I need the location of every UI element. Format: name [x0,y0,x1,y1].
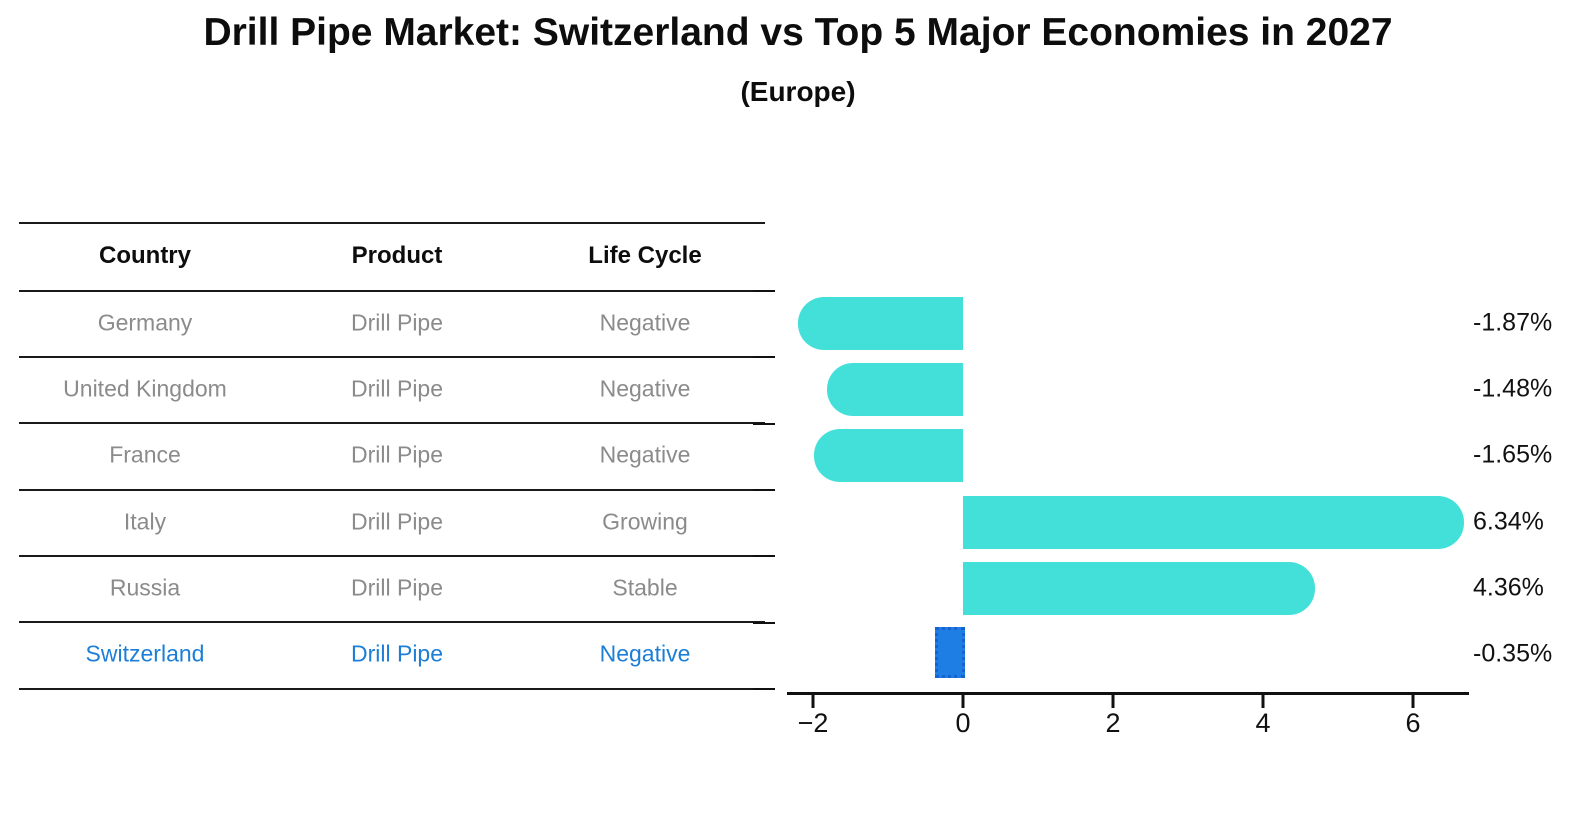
table-line [19,488,765,491]
y-axis-tick [753,489,775,492]
table-line [19,422,765,425]
table-row: Italy Drill Pipe Growing [0,489,780,555]
x-axis-tick-label: 0 [955,708,971,738]
x-axis-tick-label: −2 [797,708,829,738]
x-axis-tick-label: 2 [1105,708,1121,738]
table-header-product: Product [351,242,443,269]
x-axis-tick [811,695,815,708]
y-axis-tick [753,356,775,359]
table-cell-life-cycle: Stable [612,574,678,601]
y-axis-tick [753,422,775,425]
table-cell-country: Russia [109,574,181,601]
table-row: Switzerland Drill Pipe Negative [0,621,780,687]
table-line [19,289,765,292]
chart-subtitle: (Europe) [740,76,856,107]
table-cell-life-cycle: Growing [602,508,688,535]
x-axis-tick [1411,695,1415,708]
table-header-life-cycle: Life Cycle [588,242,702,269]
bar-switzerland [934,627,965,679]
bar-value-label: -1.48% [1473,374,1553,403]
bar-value-label: -1.87% [1473,308,1553,337]
x-axis-tick [1261,695,1265,708]
x-axis-line [787,692,1469,695]
table-cell-product: Drill Pipe [350,441,444,468]
table-row: France Drill Pipe Negative [0,422,780,488]
table-row: Germany Drill Pipe Negative [0,290,780,356]
table-line [19,554,765,557]
bar-russia [963,561,1315,615]
table-cell-country: Italy [123,508,167,535]
table-cell-life-cycle: Negative [599,640,691,667]
table-cell-product: Drill Pipe [350,574,444,601]
table-cell-product: Drill Pipe [350,640,444,667]
x-axis-tick-label: 4 [1255,708,1271,738]
table-line [19,355,765,358]
bar-germany [797,296,963,350]
x-axis-tick [1111,695,1115,708]
x-axis-tick [961,695,965,708]
bar-value-label: 6.34% [1473,507,1544,536]
y-axis-tick [753,621,775,624]
bar-france [814,429,963,483]
table-row: Russia Drill Pipe Stable [0,555,780,621]
chart-title: Drill Pipe Market: Switzerland vs Top 5 … [203,11,1393,54]
table-cell-country: Switzerland [85,640,205,667]
bar-italy [963,495,1464,549]
table-line [19,621,765,624]
table-cell-country: United Kingdom [63,375,227,402]
y-axis-tick [753,555,775,558]
bar-value-label: 4.36% [1473,573,1544,602]
table-row: United Kingdom Drill Pipe Negative [0,356,780,422]
table-cell-country: France [109,441,181,468]
table-cell-product: Drill Pipe [350,375,444,402]
table-cell-product: Drill Pipe [350,508,444,535]
y-axis-tick [753,688,775,691]
table-line [19,687,765,690]
table-line [19,222,765,224]
bar-united-kingdom [827,362,963,416]
table-cell-life-cycle: Negative [599,309,691,335]
table-header-country: Country [99,242,191,269]
bar-value-label: -0.35% [1473,639,1553,668]
table-header-row: Country Product Life Cycle [0,223,780,289]
table-cell-life-cycle: Negative [599,375,691,402]
bar-value-label: -1.65% [1473,440,1553,469]
table-cell-product: Drill Pipe [350,309,444,335]
x-axis-tick-label: 6 [1405,708,1421,738]
y-axis-tick [753,290,775,292]
table-cell-life-cycle: Negative [599,441,691,468]
table-cell-country: Germany [97,309,193,335]
